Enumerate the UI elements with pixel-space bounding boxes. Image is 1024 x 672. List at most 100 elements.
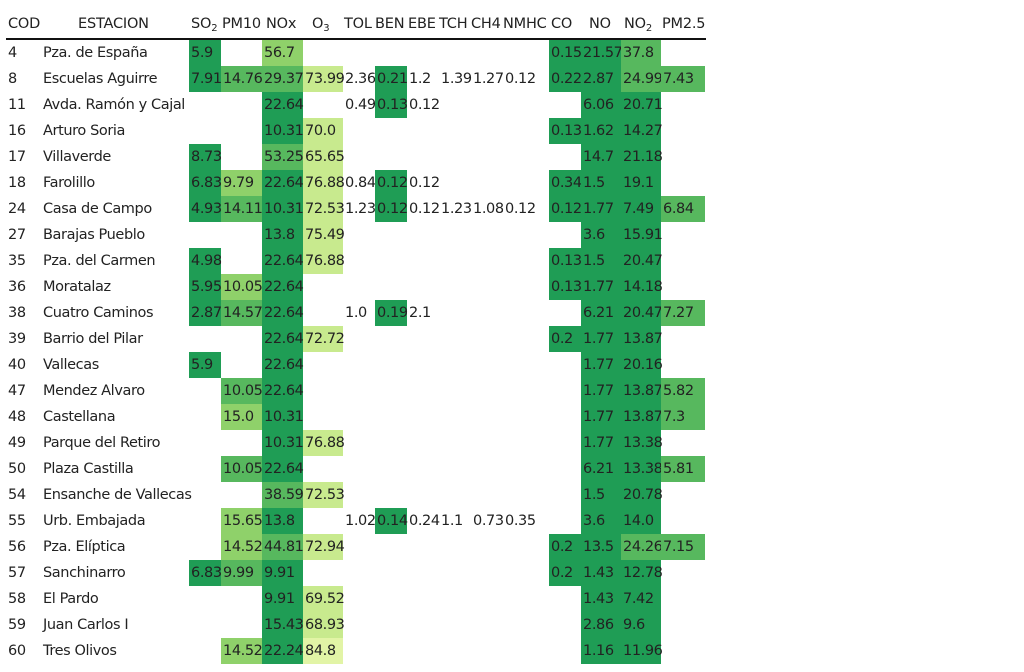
- station-name: Villaverde: [43, 149, 111, 165]
- heat-cell-nox: [262, 378, 303, 404]
- heat-cell-pm2-5: [661, 534, 705, 560]
- value-label-no: 6.21: [583, 305, 614, 321]
- column-header-label: COD: [8, 16, 41, 32]
- station-name: Barajas Pueblo: [43, 227, 145, 243]
- value-label-ben: 0.19: [377, 305, 408, 321]
- column-header-cod: COD: [8, 12, 40, 36]
- value-label-ch4: 1.08: [473, 201, 504, 217]
- value-label-o3: 73.99: [305, 71, 345, 87]
- column-header-label: ESTACION: [78, 16, 149, 32]
- heat-cell-no2: [621, 170, 661, 196]
- heat-cell-o3: [303, 534, 343, 560]
- value-label-co: 0.2: [551, 539, 573, 555]
- value-label-no2: 9.6: [623, 617, 645, 633]
- heat-cell-nox: [262, 586, 303, 612]
- station-code: 35: [8, 253, 26, 269]
- value-label-pm10: 10.05: [223, 279, 263, 295]
- column-header-label: PM10: [222, 16, 261, 32]
- heat-cell-no: [581, 430, 621, 456]
- heat-cell-co: [549, 326, 581, 352]
- heat-cell-pm2-5: [661, 456, 705, 482]
- value-label-no2: 20.16: [623, 357, 663, 373]
- heat-cell-pm10: [221, 534, 262, 560]
- value-label-so2: 4.98: [191, 253, 222, 269]
- value-label-no: 2.87: [583, 71, 614, 87]
- station-code: 48: [8, 409, 26, 425]
- station-code: 59: [8, 617, 26, 633]
- station-code: 49: [8, 435, 26, 451]
- heat-cell-co: [549, 560, 581, 586]
- station-name: Tres Olivos: [43, 643, 117, 659]
- value-label-no: 1.43: [583, 565, 614, 581]
- column-header-nox: NOx: [266, 12, 296, 36]
- heat-cell-o3: [303, 66, 343, 92]
- heat-cell-no: [581, 248, 621, 274]
- value-label-no: 1.43: [583, 591, 614, 607]
- column-header-pm10: PM10: [222, 12, 261, 36]
- station-name: Pza. de España: [43, 45, 148, 61]
- station-name: Casa de Campo: [43, 201, 152, 217]
- value-label-no2: 20.78: [623, 487, 663, 503]
- heat-cell-pm10: [221, 170, 262, 196]
- value-label-o3: 72.94: [305, 539, 345, 555]
- heat-cell-no2: [621, 638, 661, 664]
- heat-cell-no: [581, 612, 621, 638]
- station-code: 18: [8, 175, 26, 191]
- value-label-pm2-5: 7.3: [663, 409, 685, 425]
- value-label-ben: 0.12: [377, 175, 408, 191]
- column-header-ebe: EBE: [408, 12, 436, 36]
- station-name: Arturo Soria: [43, 123, 126, 139]
- value-label-no: 1.77: [583, 383, 614, 399]
- station-code: 39: [8, 331, 26, 347]
- value-label-nox: 44.81: [264, 539, 304, 555]
- value-label-nox: 9.91: [264, 591, 295, 607]
- heat-cell-no2: [621, 508, 661, 534]
- heat-cell-co: [549, 40, 581, 66]
- column-header-label: TCH: [439, 16, 468, 32]
- station-code: 58: [8, 591, 26, 607]
- heat-cell-no: [581, 196, 621, 222]
- value-label-no2: 13.38: [623, 435, 663, 451]
- heat-cell-so2: [189, 248, 221, 274]
- value-label-o3: 76.88: [305, 435, 345, 451]
- heat-cell-no2: [621, 404, 661, 430]
- station-code: 60: [8, 643, 26, 659]
- station-code: 17: [8, 149, 26, 165]
- value-label-no: 6.06: [583, 97, 614, 113]
- value-label-ben: 0.14: [377, 513, 408, 529]
- value-label-no: 14.7: [583, 149, 614, 165]
- station-code: 40: [8, 357, 26, 373]
- column-header-so: SO2: [191, 12, 218, 36]
- value-label-ebe: 0.12: [409, 201, 440, 217]
- value-label-nox: 22.64: [264, 97, 304, 113]
- station-code: 27: [8, 227, 26, 243]
- heat-cell-no: [581, 144, 621, 170]
- heat-cell-no: [581, 378, 621, 404]
- value-label-nox: 22.64: [264, 461, 304, 477]
- heat-cell-no: [581, 560, 621, 586]
- heat-cell-no2: [621, 196, 661, 222]
- column-header-no: NO2: [624, 12, 652, 36]
- value-label-tch: 1.39: [441, 71, 472, 87]
- heat-cell-nox: [262, 248, 303, 274]
- value-label-pm10: 14.52: [223, 643, 263, 659]
- heat-cell-nox: [262, 352, 303, 378]
- value-label-no: 21.57: [583, 45, 623, 61]
- value-label-so2: 7.91: [191, 71, 222, 87]
- value-label-o3: 72.53: [305, 487, 345, 503]
- heat-cell-o3: [303, 248, 343, 274]
- heat-cell-nox: [262, 40, 303, 66]
- value-label-nox: 22.64: [264, 279, 304, 295]
- value-label-nox: 13.8: [264, 513, 295, 529]
- station-code: 50: [8, 461, 26, 477]
- value-label-ch4: 0.73: [473, 513, 504, 529]
- station-name: Urb. Embajada: [43, 513, 146, 529]
- value-label-tol: 1.02: [345, 513, 376, 529]
- value-label-no2: 21.18: [623, 149, 663, 165]
- station-name: Pza. Elíptica: [43, 539, 126, 555]
- heat-cell-nox: [262, 66, 303, 92]
- heat-cell-no2: [621, 326, 661, 352]
- heat-cell-no: [581, 638, 621, 664]
- heat-cell-ben: [375, 196, 407, 222]
- station-name: El Pardo: [43, 591, 99, 607]
